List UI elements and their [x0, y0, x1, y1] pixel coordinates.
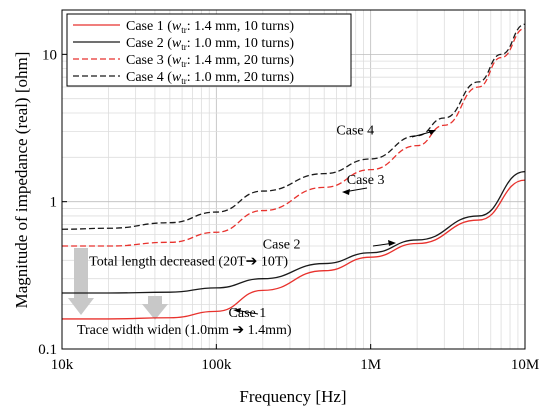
- y-tick-label: 0.1: [38, 342, 57, 358]
- trace-width-arrow: [142, 296, 168, 320]
- total-length-arrow-head: [68, 298, 94, 315]
- x-tick-label: 1M: [360, 357, 381, 373]
- annotation-total: Total length decreased (20T➔ 10T): [89, 254, 288, 269]
- series-line-case-1: [62, 179, 526, 320]
- y-axis-label: Magnitude of impedance (real) [ohm]: [12, 52, 31, 309]
- y-tick-label: 1: [50, 195, 58, 211]
- case4-leader-head: [428, 130, 436, 135]
- trace-width-arrow-shaft: [148, 296, 162, 304]
- x-tick-label: 100k: [201, 357, 232, 373]
- x-axis-label: Frequency [Hz]: [239, 387, 346, 406]
- series-line-case-3: [62, 27, 526, 247]
- trace-width-arrow-head: [142, 304, 168, 320]
- annotation-case2: Case 2: [263, 238, 301, 253]
- legend-box: [66, 13, 352, 87]
- plot-frame: [61, 9, 526, 350]
- legend-label-case-4: Case 4 (wtr: 1.0 mm, 20 turns): [126, 70, 294, 86]
- annotation-case3: Case 3: [347, 173, 385, 188]
- x-ticks: 10k 100k 1M 10M: [51, 344, 539, 373]
- y-tick-label: 10: [42, 47, 57, 63]
- x-tick-label: 10M: [511, 357, 539, 373]
- legend: Case 1 (wtr: 1.4 mm, 10 turns)Case 2 (wt…: [66, 13, 352, 87]
- legend-label-case-1: Case 1 (wtr: 1.4 mm, 10 turns): [126, 19, 294, 35]
- case3-leader-head: [342, 189, 350, 195]
- legend-entries: Case 1 (wtr: 1.4 mm, 10 turns)Case 2 (wt…: [73, 19, 294, 86]
- series: [61, 23, 526, 320]
- annotation-trace: Trace width widen (1.0mm ➔ 1.4mm): [77, 323, 292, 338]
- series-line-case-4: [61, 23, 526, 230]
- series-line-case-2: [62, 170, 526, 294]
- annotation-arrows: [233, 130, 436, 315]
- total-length-arrow: [68, 248, 94, 315]
- x-tick-label: 10k: [51, 357, 74, 373]
- annotation-case4: Case 4: [336, 124, 374, 139]
- annotation-case1: Case 1: [229, 306, 267, 321]
- case1-leader-head: [233, 308, 241, 313]
- case2-leader-head: [388, 240, 396, 246]
- legend-label-case-3: Case 3 (wtr: 1.4 mm, 20 turns): [126, 53, 294, 69]
- legend-label-case-2: Case 2 (wtr: 1.0 mm, 10 turns): [126, 36, 294, 52]
- annotations: Case 4 Case 3 Case 2 Case 1 Total length dec…: [77, 124, 385, 339]
- y-ticks: 0.1 1 10: [38, 47, 67, 358]
- total-length-arrow-shaft: [74, 248, 88, 298]
